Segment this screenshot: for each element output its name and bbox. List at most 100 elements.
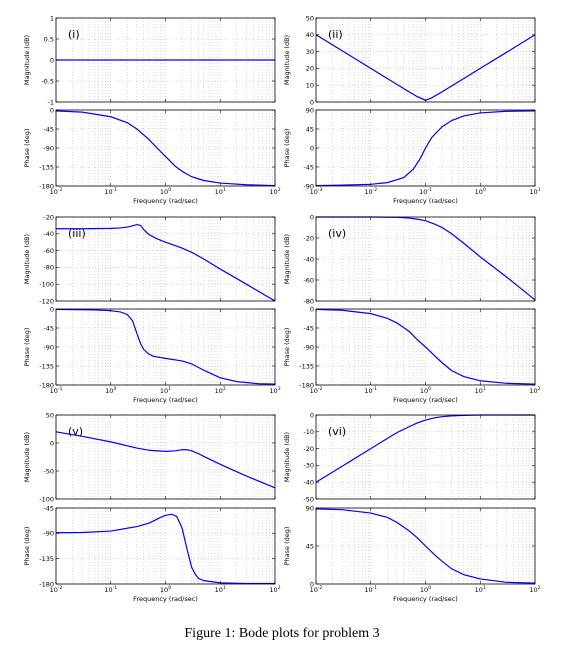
y-tick-label: 40 <box>306 31 314 39</box>
x-tick-label: 102 <box>215 386 226 395</box>
y-tick-label: -10 <box>303 428 314 436</box>
phase-curve <box>315 110 536 187</box>
panel-label: (ii) <box>328 28 343 41</box>
panel-label: (iii) <box>68 227 86 240</box>
x-tick-label: 10-1 <box>104 187 117 196</box>
y-tick-label: -135 <box>39 555 54 563</box>
y-tick-label: -90 <box>43 144 54 152</box>
x-tick-label: 102 <box>529 386 540 395</box>
y-tick-label: 0 <box>310 98 314 106</box>
y-tick-label: -135 <box>299 362 314 370</box>
y-tick-label: -20 <box>303 445 314 453</box>
panel-2-magnitude: 0 10 20 30 40 50 Magnitude (dB) (ii) <box>283 14 536 106</box>
phase-curve <box>55 308 276 385</box>
y-tick-label: -45 <box>303 324 314 332</box>
x-tick-label: 10-2 <box>310 386 323 395</box>
x-tick-label: 101 <box>529 187 540 196</box>
phase-axis-label: Phase (deg) <box>23 129 31 168</box>
x-tick-label: 10-2 <box>364 187 377 196</box>
x-tick-label: 10-3 <box>310 187 323 196</box>
phase-curve <box>55 513 275 585</box>
y-tick-label: -180 <box>299 381 314 389</box>
y-tick-label: 20 <box>306 65 314 73</box>
phase-axis-label: Phase (deg) <box>23 328 31 367</box>
y-tick-label: -40 <box>43 230 54 238</box>
y-tick-label: -100 <box>39 281 54 289</box>
x-tick-label: 101 <box>215 585 226 594</box>
y-tick-label: -20 <box>303 234 314 242</box>
x-tick-label: 101 <box>215 187 226 196</box>
x-axis-label: Frequency (rad/sec) <box>133 197 198 205</box>
y-tick-label: -60 <box>43 247 54 255</box>
x-axis-label: Frequency (rad/sec) <box>393 595 458 603</box>
panel-5-magnitude: -100 -50 0 50 Magnitude (dB) (v) <box>23 411 276 503</box>
y-tick-label: -135 <box>39 163 54 171</box>
x-tick-label: 100 <box>160 187 171 196</box>
x-axis-label: Frequency (rad/sec) <box>393 197 458 205</box>
magnitude-axis-label: Magnitude (dB) <box>283 234 291 284</box>
y-tick-label: -90 <box>303 343 314 351</box>
panel-3-magnitude: -120 -100 -80 -60 -40 -20 Magnitude (dB) (iii) <box>23 213 276 305</box>
phase-axis-label: Phase (deg) <box>23 527 31 566</box>
x-tick-label: 102 <box>269 585 280 594</box>
y-tick-label: 90 <box>306 504 314 512</box>
panel-3-phase: -180 -135 -90 -45 0 10-1 100 101 102 103 Phase (de… <box>23 305 281 404</box>
y-tick-label: 30 <box>306 48 314 56</box>
x-axis-label: Frequency (rad/sec) <box>133 396 198 404</box>
panel-4-phase: -180 -135 -90 -45 0 10-2 10-1 100 101 102 Phase (d… <box>283 305 541 404</box>
x-tick-label: 10-2 <box>310 585 323 594</box>
x-tick-label: 101 <box>160 386 171 395</box>
y-tick-label: 0.5 <box>44 35 54 43</box>
y-tick-label: -90 <box>303 182 314 190</box>
magnitude-curve <box>56 223 276 302</box>
y-tick-label: 50 <box>306 14 314 22</box>
phase-curve <box>315 308 536 385</box>
magnitude-axis-label: Magnitude (dB) <box>23 234 31 284</box>
y-tick-label: 0 <box>310 411 314 419</box>
magnitude-axis-label: Magnitude (dB) <box>23 432 31 482</box>
y-tick-label: -45 <box>43 125 54 133</box>
y-tick-label: -50 <box>43 467 54 475</box>
x-tick-label: 100 <box>420 386 431 395</box>
phase-curve <box>55 110 276 187</box>
y-tick-label: -50 <box>303 495 314 503</box>
panel-4-magnitude: -80 -60 -40 -20 0 Magnitude (dB) (iv) <box>283 213 536 305</box>
y-tick-label: -180 <box>39 381 54 389</box>
y-tick-label: -40 <box>303 479 314 487</box>
x-tick-label: 100 <box>105 386 116 395</box>
y-tick-label: -90 <box>43 343 54 351</box>
x-tick-label: 100 <box>420 585 431 594</box>
y-tick-label: -80 <box>43 264 54 272</box>
y-tick-label: -30 <box>303 462 314 470</box>
x-tick-label: 10-1 <box>364 386 377 395</box>
y-tick-label: 0 <box>310 305 314 313</box>
x-tick-label: 101 <box>475 585 486 594</box>
x-axis-label: Frequency (rad/sec) <box>393 396 458 404</box>
figure-caption: Figure 1: Bode plots for problem 3 <box>184 626 380 641</box>
x-axis-label: Frequency (rad/sec) <box>133 595 198 603</box>
panel-1-magnitude: -1 -0.5 0 0.5 1 Magnitude (dB) (i) <box>23 14 276 106</box>
y-tick-label: -135 <box>39 362 54 370</box>
x-tick-label: 102 <box>269 187 280 196</box>
y-tick-label: -100 <box>39 495 54 503</box>
x-tick-label: 100 <box>160 585 171 594</box>
x-tick-label: 10-1 <box>419 187 432 196</box>
panel-6-magnitude: -50 -40 -30 -20 -10 0 Magnitude (dB) (vi) <box>283 411 536 503</box>
y-tick-label: 50 <box>46 411 54 419</box>
y-tick-label: 10 <box>306 82 314 90</box>
y-tick-label: -45 <box>303 163 314 171</box>
y-tick-label: 45 <box>306 125 314 133</box>
phase-axis-label: Phase (deg) <box>283 328 291 367</box>
y-tick-label: -0.5 <box>41 77 54 85</box>
magnitude-curve <box>55 431 276 489</box>
panel-label: (i) <box>68 28 80 41</box>
phase-axis-label: Phase (deg) <box>283 129 291 168</box>
phase-curve <box>315 508 536 584</box>
x-tick-label: 10-1 <box>50 386 63 395</box>
y-tick-label: 0 <box>50 305 54 313</box>
y-tick-label: 0 <box>50 106 54 114</box>
panel-1-phase: -180 -135 -90 -45 0 10-2 10-1 100 101 102 Phase (d… <box>23 106 281 205</box>
y-tick-label: 0 <box>310 580 314 588</box>
y-tick-label: 0 <box>310 144 314 152</box>
